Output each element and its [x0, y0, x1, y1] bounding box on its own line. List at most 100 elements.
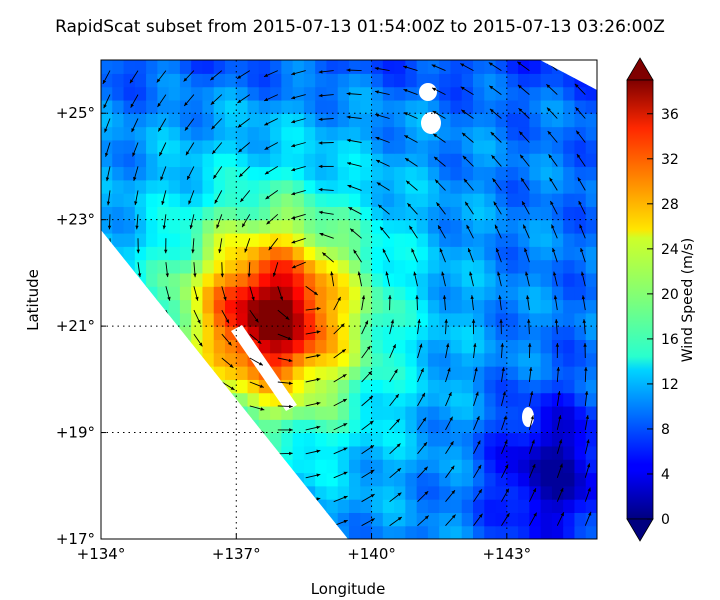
wind-cell	[349, 379, 361, 394]
wind-vector-head	[264, 122, 269, 126]
wind-vector-head	[165, 273, 169, 278]
wind-cell	[168, 166, 181, 181]
wind-cell	[326, 459, 339, 474]
wind-cell	[247, 312, 260, 327]
wind-cell	[213, 99, 226, 114]
wind-cell	[101, 179, 113, 194]
wind-cell	[236, 299, 249, 314]
wind-cell	[416, 193, 429, 207]
wind-cell	[551, 299, 564, 314]
wind-cell	[394, 445, 406, 460]
wind-vector-head	[477, 440, 481, 445]
wind-vector-head	[370, 469, 375, 474]
wind-cell	[495, 366, 508, 380]
wind-cell	[349, 179, 361, 194]
wind-vector-head	[161, 201, 165, 205]
wind-cell	[484, 326, 497, 341]
wind-vector-head	[376, 160, 380, 164]
wind-cell	[337, 485, 350, 500]
wind-cell	[461, 259, 474, 274]
wind-cell	[258, 339, 271, 354]
wind-cell	[146, 193, 158, 207]
wind-cell	[484, 99, 497, 114]
wind-vector-head	[579, 224, 583, 229]
wind-vector-head	[473, 343, 477, 347]
wind-cell	[157, 272, 170, 287]
wind-vector-head	[518, 108, 523, 112]
wind-vector-head	[581, 295, 586, 300]
wind-cell	[540, 286, 553, 301]
wind-cell	[574, 525, 587, 539]
wind-cell	[495, 299, 508, 314]
wind-cell	[123, 86, 136, 101]
wind-cell	[574, 86, 587, 101]
wind-vector-head	[471, 319, 476, 323]
wind-cell	[585, 366, 597, 380]
wind-vector-head	[423, 442, 427, 447]
wind-cell	[427, 485, 440, 500]
wind-cell	[281, 73, 294, 88]
wind-cell	[247, 272, 260, 287]
wind-cell	[529, 485, 542, 500]
wind-cell	[518, 193, 530, 207]
wind-cell	[337, 246, 350, 261]
wind-cell	[518, 179, 530, 194]
wind-cell	[292, 206, 305, 221]
wind-cell	[303, 206, 316, 221]
wind-cell	[315, 445, 328, 460]
wind-cell	[529, 512, 542, 527]
wind-cell	[326, 99, 339, 114]
wind-vector-head	[369, 420, 374, 425]
wind-cell	[427, 286, 440, 301]
wind-cell	[157, 299, 170, 314]
wind-vector-head	[107, 225, 112, 230]
wind-cell	[337, 126, 350, 141]
wind-cell	[495, 352, 508, 367]
wind-cell	[540, 219, 553, 234]
wind-cell	[146, 259, 158, 274]
wind-cell	[326, 419, 339, 434]
wind-cell	[371, 392, 384, 407]
wind-cell	[315, 166, 328, 181]
wind-vector-head	[576, 154, 581, 158]
wind-cell	[563, 432, 576, 447]
wind-cell	[495, 472, 508, 487]
wind-cell	[315, 459, 328, 474]
wind-cell	[202, 219, 215, 234]
wind-cell	[563, 512, 576, 527]
wind-vector-head	[523, 224, 527, 229]
wind-cell	[405, 525, 418, 539]
wind-cell	[292, 326, 305, 341]
wind-vector-head	[506, 513, 510, 517]
wind-cell	[427, 326, 440, 341]
wind-cell	[281, 193, 294, 207]
wind-vector-head	[370, 518, 375, 522]
wind-cell	[236, 99, 249, 114]
wind-vector-head	[264, 97, 269, 101]
wind-cell	[349, 60, 361, 74]
swath-gap-hole	[421, 112, 441, 134]
wind-cell	[247, 366, 260, 380]
wind-vector-head	[244, 248, 248, 253]
wind-vector-head	[254, 318, 259, 323]
wind-vector-head	[318, 70, 323, 74]
wind-cell	[213, 272, 226, 287]
wind-cell	[394, 459, 406, 474]
wind-cell	[529, 312, 542, 327]
wind-cell	[292, 259, 305, 274]
wind-cell	[495, 485, 508, 500]
wind-cell	[551, 139, 564, 154]
wind-vector-head	[575, 107, 580, 112]
wind-cell	[191, 166, 204, 181]
wind-vector-head	[361, 295, 366, 300]
wind-cell	[563, 259, 576, 274]
wind-cell	[439, 153, 452, 168]
wind-vector-head	[449, 416, 453, 421]
wind-vector-head	[441, 271, 445, 276]
wind-cell	[360, 459, 373, 474]
wind-cell	[484, 472, 497, 487]
wind-cell	[225, 366, 237, 380]
wind-cell	[551, 232, 564, 247]
wind-cell	[529, 73, 542, 88]
wind-cell	[450, 193, 463, 207]
